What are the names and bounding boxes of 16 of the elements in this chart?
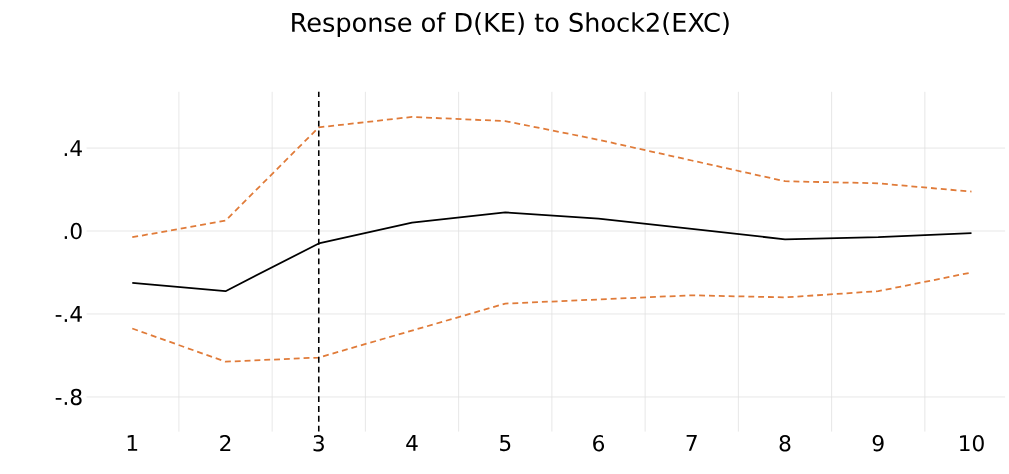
line-series bbox=[131, 116, 973, 239]
x-tick-label: 10 bbox=[960, 435, 984, 452]
x-tick-label: 4 bbox=[406, 435, 418, 451]
x-tick-label: 9 bbox=[872, 435, 884, 452]
x-tick-label: 8 bbox=[779, 435, 791, 452]
x-tick-label: 5 bbox=[500, 435, 511, 452]
x-tick-label: 2 bbox=[220, 435, 231, 452]
x-tick-label: 1 bbox=[127, 435, 138, 451]
y-tick-label: -.4 bbox=[55, 306, 82, 322]
x-tick-label: 6 bbox=[593, 435, 605, 452]
chart-title: Response of D(KE) to Shock2(EXC) bbox=[292, 12, 729, 38]
x-tick-label: 7 bbox=[686, 435, 697, 451]
y-tick-label: -.8 bbox=[55, 388, 82, 406]
y-tick-label: .0 bbox=[64, 222, 82, 240]
y-tick-label: .4 bbox=[64, 140, 82, 156]
x-tick-label: 3 bbox=[313, 435, 324, 452]
